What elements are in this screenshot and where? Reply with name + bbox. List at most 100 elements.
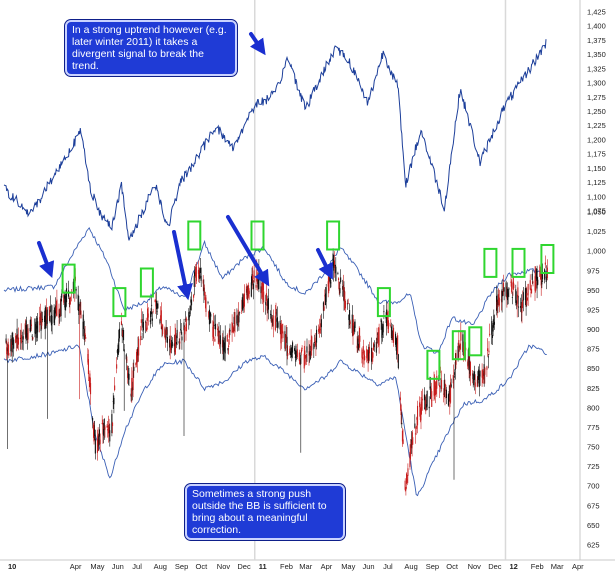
candle-body xyxy=(410,439,412,448)
candle-body xyxy=(325,293,327,305)
candle-body xyxy=(477,371,479,384)
candle-body xyxy=(484,368,486,375)
candle-body xyxy=(296,349,298,358)
candle-body xyxy=(320,319,322,328)
candle-body xyxy=(433,378,435,396)
candle-body xyxy=(112,422,114,426)
candle-body xyxy=(445,389,447,398)
candle-body xyxy=(184,327,186,335)
candle-body xyxy=(166,329,168,335)
candle-body xyxy=(209,312,211,316)
candle-body xyxy=(173,343,175,347)
candle-body xyxy=(107,425,109,434)
candle-body xyxy=(189,305,191,315)
candle-body xyxy=(447,394,449,406)
candle-body xyxy=(323,306,325,311)
candle-body xyxy=(289,351,291,355)
candle-body xyxy=(377,332,379,343)
x-tick-label: Feb xyxy=(531,562,544,571)
candle-body xyxy=(285,337,287,349)
candle-body xyxy=(305,355,307,358)
candle-body xyxy=(55,305,57,314)
candle-body xyxy=(525,288,527,307)
candle-body xyxy=(425,399,427,412)
x-tick-label: Mar xyxy=(551,562,564,571)
candle-body xyxy=(241,297,243,310)
y-tick-label: 700 xyxy=(587,482,600,491)
candle-body xyxy=(44,308,46,329)
candle-body xyxy=(30,319,32,329)
candle-body xyxy=(366,349,368,357)
candle-body xyxy=(59,307,61,312)
candle-body xyxy=(272,318,274,326)
candle-body xyxy=(395,333,397,345)
candle-body xyxy=(166,337,168,343)
candle-body xyxy=(414,423,416,428)
candle-body xyxy=(450,384,452,387)
candle-body xyxy=(417,405,419,426)
x-tick-label: Nov xyxy=(217,562,231,571)
candle-body xyxy=(17,339,19,346)
candle-body xyxy=(233,316,235,324)
candle-body xyxy=(131,387,133,391)
candle-body xyxy=(217,330,219,344)
y-tick-label: 975 xyxy=(587,266,600,275)
candle-body xyxy=(239,312,241,314)
candle-body xyxy=(92,418,94,421)
candle-body xyxy=(175,333,177,346)
x-tick-label: May xyxy=(341,562,355,571)
candle-body xyxy=(75,289,77,291)
candle-body xyxy=(107,429,109,431)
candle-body xyxy=(159,319,161,324)
candle-body xyxy=(226,335,228,342)
candle-body xyxy=(103,429,105,436)
candle-body xyxy=(169,335,171,351)
candle-body xyxy=(140,319,142,323)
candle-body xyxy=(94,429,96,436)
candle-body xyxy=(357,338,359,346)
candle-body xyxy=(118,338,120,353)
y-tick-label: 1,425 xyxy=(587,8,606,17)
y-tick-label: 1,275 xyxy=(587,93,606,102)
candle-body xyxy=(281,325,283,339)
candle-body xyxy=(531,289,533,294)
candle-body xyxy=(237,309,239,323)
candle-body xyxy=(90,383,92,395)
candle-body xyxy=(387,310,389,329)
candle-body xyxy=(80,310,82,319)
candle-body xyxy=(324,294,326,297)
candle-body xyxy=(162,324,164,335)
candle-body xyxy=(515,300,517,306)
candle-body xyxy=(20,330,22,343)
candle-body xyxy=(142,322,144,331)
candle-body xyxy=(160,310,162,329)
candle-body xyxy=(305,355,307,359)
candle-body xyxy=(147,308,149,321)
highlight-box xyxy=(511,247,526,278)
candle-body xyxy=(344,300,346,309)
candle-body xyxy=(56,299,58,316)
candle-body xyxy=(213,321,215,339)
candle-body xyxy=(22,340,24,342)
candle-body xyxy=(309,351,311,359)
candle-body xyxy=(106,426,108,428)
annotation-arrow xyxy=(172,230,193,301)
candle-body xyxy=(342,284,344,292)
candle-body xyxy=(164,335,166,340)
candle-body xyxy=(443,380,445,395)
candle-body xyxy=(316,329,318,343)
candle-body xyxy=(469,360,471,374)
candle-body xyxy=(362,346,364,353)
candle-body xyxy=(197,269,199,274)
candle-body xyxy=(284,331,286,349)
candle-body xyxy=(358,336,360,343)
candle-body xyxy=(529,280,531,290)
candle-body xyxy=(544,262,546,265)
candle-body xyxy=(458,345,460,348)
candle-body xyxy=(101,423,103,424)
candle-body xyxy=(231,322,233,333)
candle-body xyxy=(204,293,206,295)
y-tick-label: 850 xyxy=(587,364,600,373)
candle-body xyxy=(508,288,510,290)
candle-body xyxy=(458,340,460,350)
